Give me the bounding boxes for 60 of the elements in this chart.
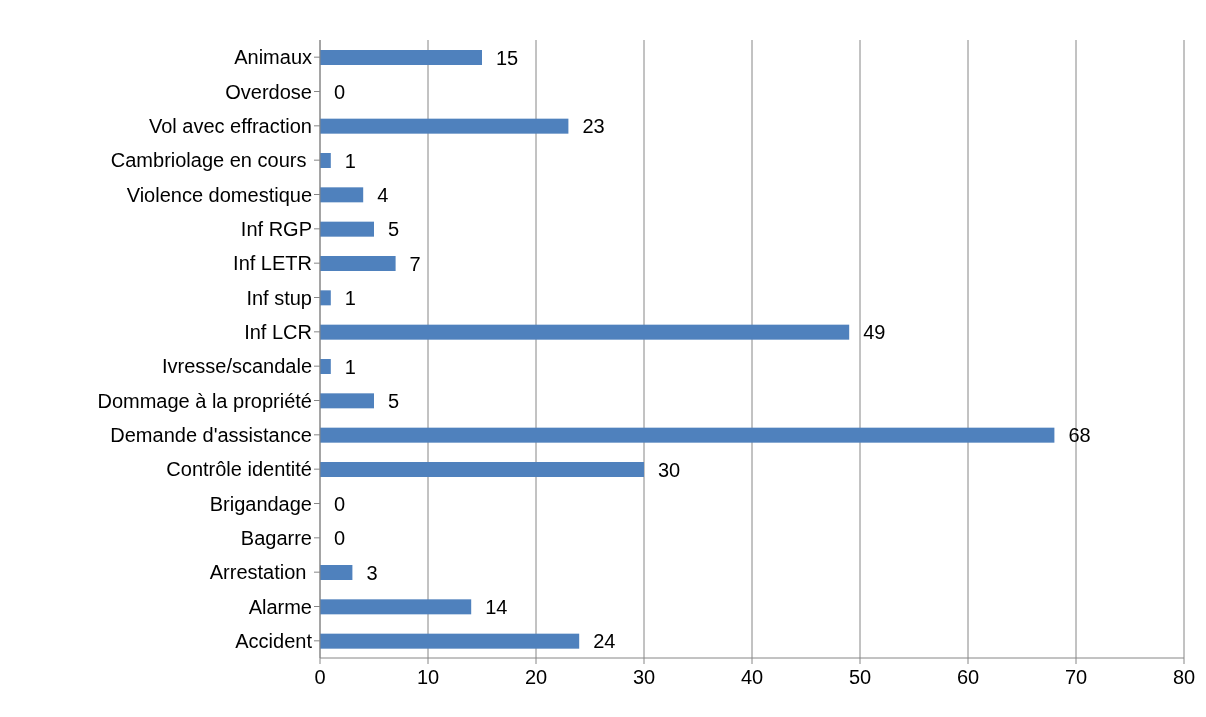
data-label: 23 xyxy=(582,115,605,138)
data-label: 3 xyxy=(366,561,378,584)
data-label: 68 xyxy=(1068,424,1091,447)
x-tick-label: 40 xyxy=(740,666,764,689)
bar xyxy=(320,256,396,271)
x-tick-label: 80 xyxy=(1172,666,1196,689)
bar xyxy=(320,359,331,374)
bar xyxy=(320,324,850,340)
x-tick-label: 60 xyxy=(956,666,980,689)
data-label: 15 xyxy=(496,46,519,69)
bar xyxy=(320,393,374,409)
data-label: 4 xyxy=(377,183,389,206)
x-tick-label: 70 xyxy=(1064,666,1088,689)
y-tick-label: Demande d'assistance xyxy=(110,423,312,446)
data-label: 14 xyxy=(485,595,508,618)
x-tick-label: 10 xyxy=(416,666,440,689)
bar xyxy=(320,221,374,237)
x-tick-label: 0 xyxy=(314,666,326,689)
y-tick-label: Vol avec effraction xyxy=(148,114,312,137)
data-label: 0 xyxy=(334,527,346,550)
x-tick-label: 30 xyxy=(632,666,656,689)
data-label: 7 xyxy=(409,252,421,275)
y-tick-label: Overdose xyxy=(225,80,312,103)
y-tick-label: Ivresse/scandale xyxy=(161,355,312,378)
bar xyxy=(320,187,364,203)
data-label: 24 xyxy=(593,630,616,653)
y-tick-label: Brigandage xyxy=(209,492,312,515)
bar xyxy=(320,599,472,615)
y-tick-label: Contrôle identité xyxy=(166,458,312,481)
bar xyxy=(320,50,482,65)
bar xyxy=(320,565,353,580)
data-label: 1 xyxy=(344,149,356,172)
y-tick-label: Inf stup xyxy=(246,286,312,309)
y-tick-label: Inf RGP xyxy=(240,217,312,240)
data-label: 0 xyxy=(334,492,346,515)
data-label: 1 xyxy=(344,286,356,309)
y-tick-label: Dommage à la propriété xyxy=(97,389,312,412)
y-tick-label: Arrestation xyxy=(209,561,312,584)
bar xyxy=(320,118,569,134)
data-label: 30 xyxy=(658,458,681,481)
data-label: 0 xyxy=(334,80,346,103)
y-tick-label: Violence domestique xyxy=(126,183,312,206)
data-label: 5 xyxy=(388,218,400,241)
bar xyxy=(320,290,331,306)
bar xyxy=(320,633,580,649)
y-tick-label: Bagarre xyxy=(240,526,312,549)
y-tick-label: Accident xyxy=(235,629,313,652)
bar xyxy=(320,427,1055,443)
bar xyxy=(320,153,331,168)
y-tick-label: Alarme xyxy=(248,595,312,618)
y-tick-label: Inf LETR xyxy=(233,252,312,275)
y-tick-label: Animaux xyxy=(234,46,312,69)
x-tick-label: 20 xyxy=(524,666,548,689)
y-tick-label: Cambriolage en cours xyxy=(110,149,312,172)
y-tick-label: Inf LCR xyxy=(244,320,312,343)
data-label: 1 xyxy=(344,355,356,378)
bar xyxy=(320,462,644,477)
data-label: 5 xyxy=(388,389,400,412)
x-tick-label: 50 xyxy=(848,666,872,689)
data-label: 49 xyxy=(863,321,886,344)
